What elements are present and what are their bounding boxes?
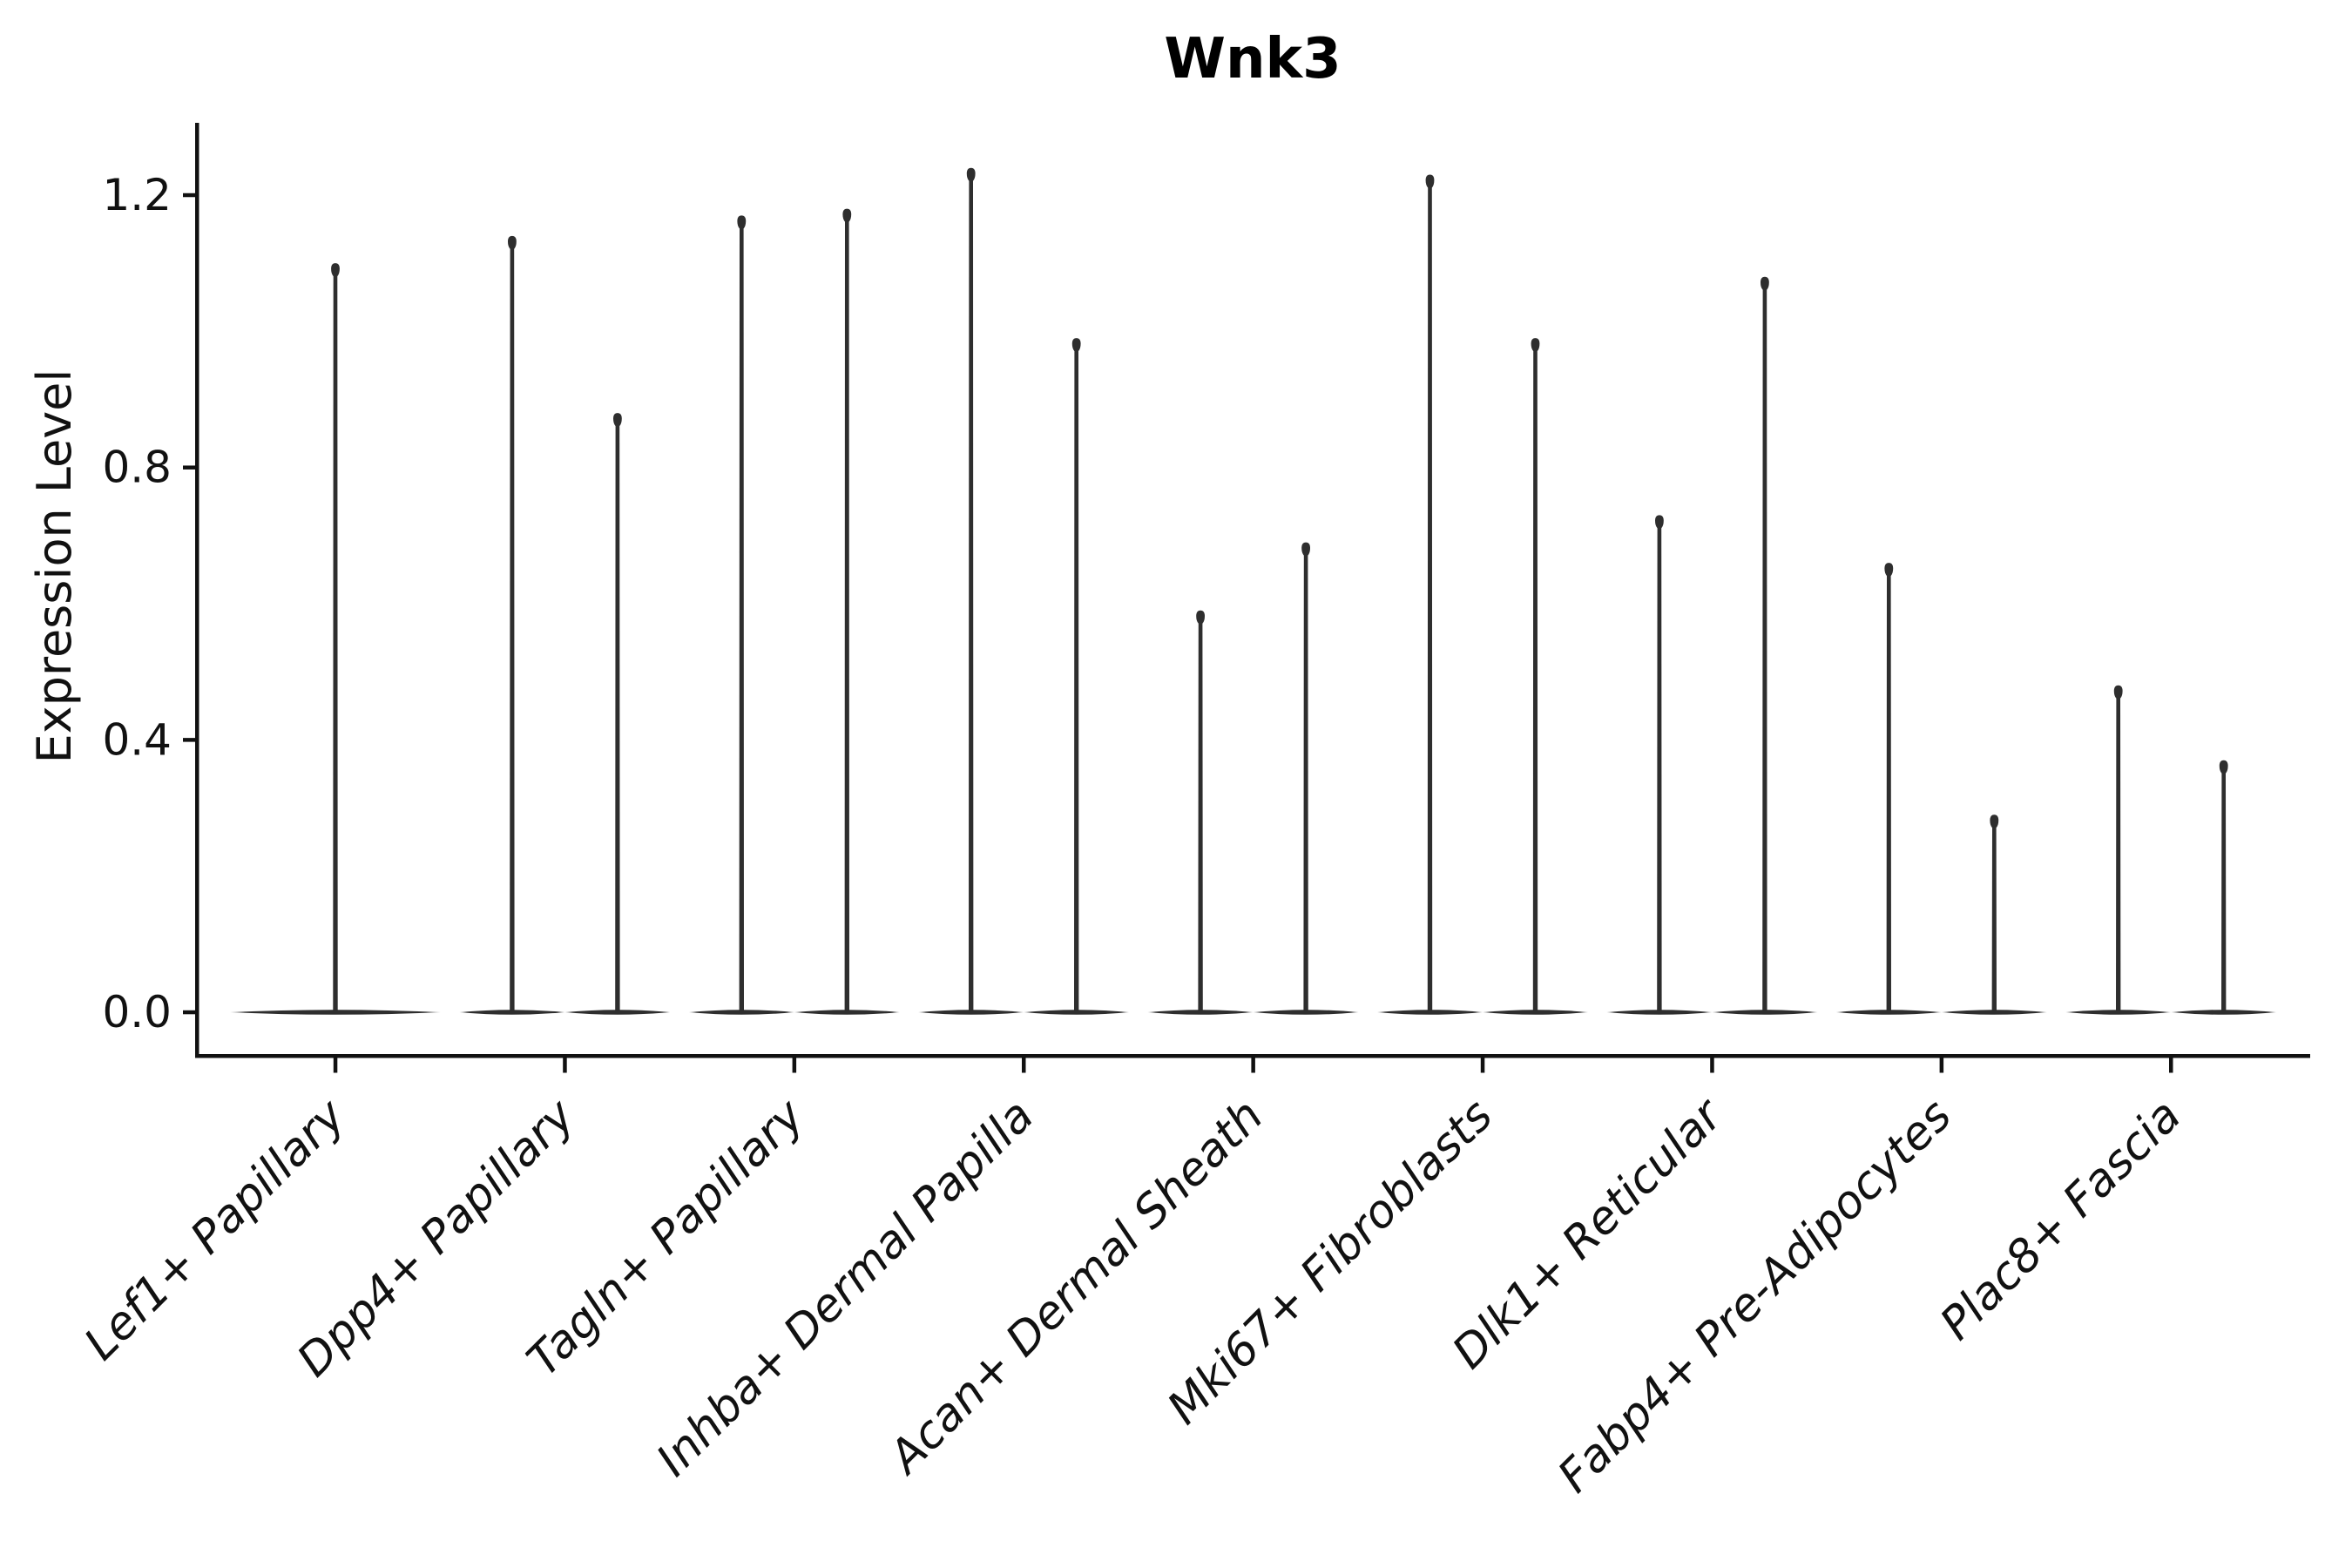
violin-spike [1760, 276, 1769, 1014]
violin-spike [966, 167, 976, 1014]
violin-spike [2113, 685, 2123, 1014]
y-tick-label: 1.2 [102, 170, 172, 220]
violin-spike [612, 413, 622, 1014]
x-tick [1022, 1058, 1026, 1073]
x-tick [1710, 1058, 1714, 1073]
x-tick [333, 1058, 338, 1073]
violin-spike [842, 208, 852, 1014]
x-tick [2169, 1058, 2173, 1073]
y-tick-label: 0.4 [102, 714, 172, 765]
x-tick [792, 1058, 797, 1073]
violin-spike [1654, 515, 1664, 1014]
y-tick [183, 465, 196, 470]
violin-spike [1301, 542, 1311, 1014]
y-tick-label: 0.0 [102, 987, 172, 1037]
violin-spike [507, 235, 517, 1014]
y-tick-label: 0.8 [102, 443, 172, 493]
violin-spike [1990, 814, 1999, 1014]
violin-spike [1531, 338, 1540, 1014]
y-tick [183, 738, 196, 742]
x-tick-label: Plac8+ Fascia [1930, 1090, 2191, 1350]
x-tick [563, 1058, 567, 1073]
violin-spike [1884, 563, 1894, 1014]
chart-title: Wnk3 [1164, 27, 1342, 91]
x-tick-label: Acan+ Dermal Sheath [878, 1090, 1274, 1485]
y-axis-line [195, 123, 199, 1058]
violin-spike [737, 215, 747, 1014]
x-tick-label: Inhba+ Dermal Papilla [647, 1090, 1044, 1487]
y-tick [183, 193, 196, 198]
x-axis-line [195, 1054, 2310, 1058]
x-tick [1480, 1058, 1485, 1073]
x-tick [1251, 1058, 1255, 1073]
violin-spike [1196, 610, 1206, 1014]
y-tick [183, 1010, 196, 1015]
violin-spike [2219, 760, 2228, 1014]
x-tick [1939, 1058, 1944, 1073]
violin-spike [1071, 338, 1081, 1014]
violin-spike [1425, 174, 1435, 1014]
x-tick-label: Fabp4+ Pre-Adipocytes [1548, 1090, 1962, 1504]
violin-spike [331, 263, 340, 1014]
